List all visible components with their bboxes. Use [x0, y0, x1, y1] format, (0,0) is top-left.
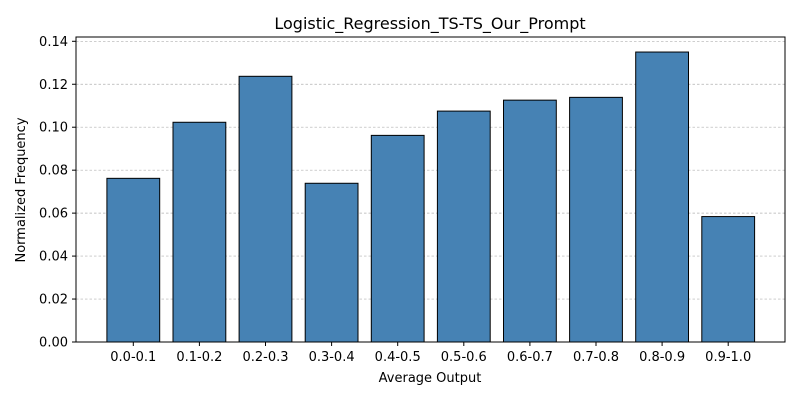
bar-0.3-0.4: [304, 182, 359, 343]
bar-0.1-0.2: [172, 121, 227, 343]
bar-0.9-1.0: [701, 216, 756, 343]
bar-0.8-0.9: [635, 51, 690, 343]
x-tick-label: 0.3-0.4: [309, 350, 355, 365]
x-axis-label: Average Output: [379, 371, 482, 386]
bar-0.2-0.3: [238, 75, 293, 343]
bar-0.7-0.8: [569, 96, 623, 343]
y-tick-label: 0.10: [39, 121, 68, 136]
bar-0.5-0.6: [436, 110, 491, 343]
x-tick-label: 0.7-0.8: [573, 350, 619, 365]
y-tick-label: 0.06: [39, 207, 68, 222]
y-tick-label: 0.00: [39, 336, 68, 351]
y-axis-label: Normalized Frequency: [14, 117, 29, 262]
x-tick-label: 0.5-0.6: [441, 350, 487, 365]
x-tick-label: 0.6-0.7: [507, 350, 553, 365]
bar-0.6-0.7: [503, 99, 557, 343]
x-tick-label: 0.4-0.5: [375, 350, 421, 365]
x-tick-label: 0.2-0.3: [242, 350, 288, 365]
chart-title: Logistic_Regression_TS-TS_Our_Prompt: [274, 14, 585, 34]
plot-frame: [75, 36, 786, 343]
y-tick-label: 0.14: [39, 35, 68, 50]
x-tick-label: 0.8-0.9: [639, 350, 685, 365]
y-tick-label: 0.02: [39, 293, 68, 308]
y-axis-ticks: 0.00 0.02 0.04 0.06 0.08 0.10 0.12 0.14: [39, 35, 76, 351]
x-tick-label: 0.0-0.1: [110, 350, 156, 365]
y-tick-label: 0.08: [39, 164, 68, 179]
bar-0.4-0.5: [370, 134, 425, 343]
bar-0.0-0.1: [106, 177, 161, 343]
y-tick-label: 0.12: [39, 78, 68, 93]
x-tick-label: 0.9-1.0: [705, 350, 751, 365]
x-axis-ticks: 0.0-0.1 0.1-0.2 0.2-0.3 0.3-0.4 0.4-0.5 0.5-0…: [110, 342, 751, 365]
x-tick-label: 0.1-0.2: [176, 350, 222, 365]
y-tick-label: 0.04: [39, 250, 68, 265]
bars-group: [106, 51, 756, 343]
